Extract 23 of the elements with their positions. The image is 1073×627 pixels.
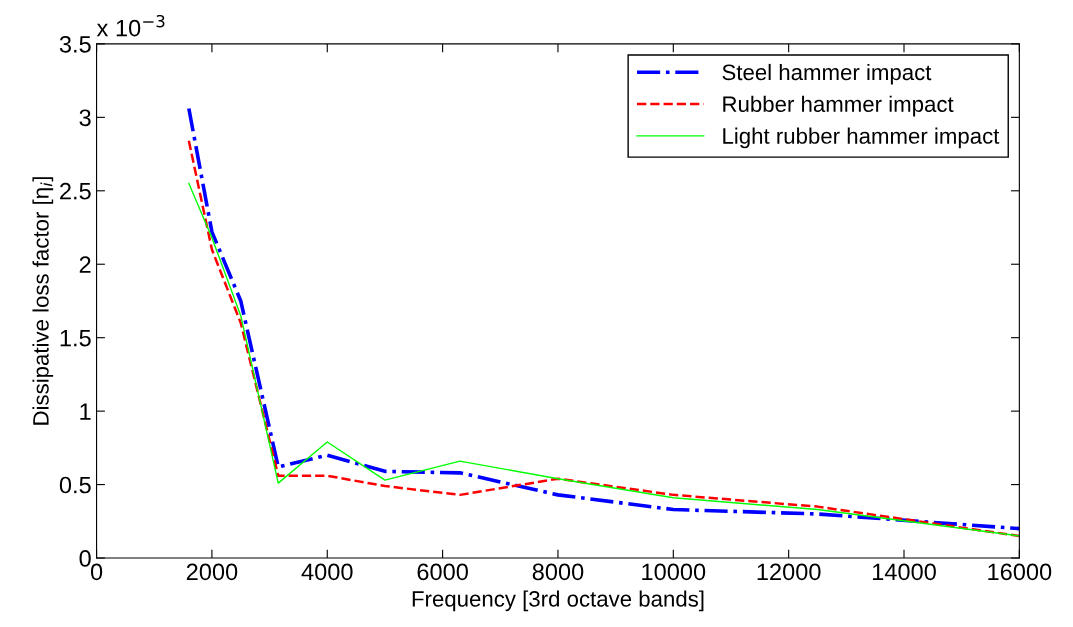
x-tick-label: 10000	[642, 563, 706, 581]
y-tick-label: 3	[79, 109, 91, 127]
x-tick-label: 12000	[757, 563, 821, 581]
y-tick-label: 2	[79, 256, 91, 273]
legend-label: Light rubber hammer impact	[723, 127, 1000, 149]
legend-label: Rubber hammer impact	[723, 95, 954, 117]
y-tick-label: 0	[79, 550, 91, 567]
y-tick-label: 1	[80, 403, 91, 420]
text: x 10$^{−3}$	[96, 14, 165, 37]
x-tick-label: 2000	[186, 563, 238, 581]
y-tick-label: 2.5	[60, 182, 91, 200]
y-tick-label: 3.5	[59, 35, 91, 53]
x-tick-label: 16000	[988, 563, 1052, 581]
x-tick-label: 8000	[532, 563, 584, 581]
x-tick-label: 4000	[301, 563, 353, 581]
y-tick-label: 0.5	[59, 476, 91, 494]
x-tick-label: 6000	[417, 563, 468, 581]
x-tick-label: 0	[90, 563, 103, 581]
y-axis-title: Dissipative loss factor [η$_{i}$]	[32, 177, 54, 425]
x-tick-label: 14000	[872, 563, 936, 581]
legend-label: Steel hammer impact	[722, 63, 932, 85]
y-tick-label: 1.5	[60, 330, 91, 347]
x-axis-title: Frequency [3rd octave bands]	[412, 590, 704, 612]
